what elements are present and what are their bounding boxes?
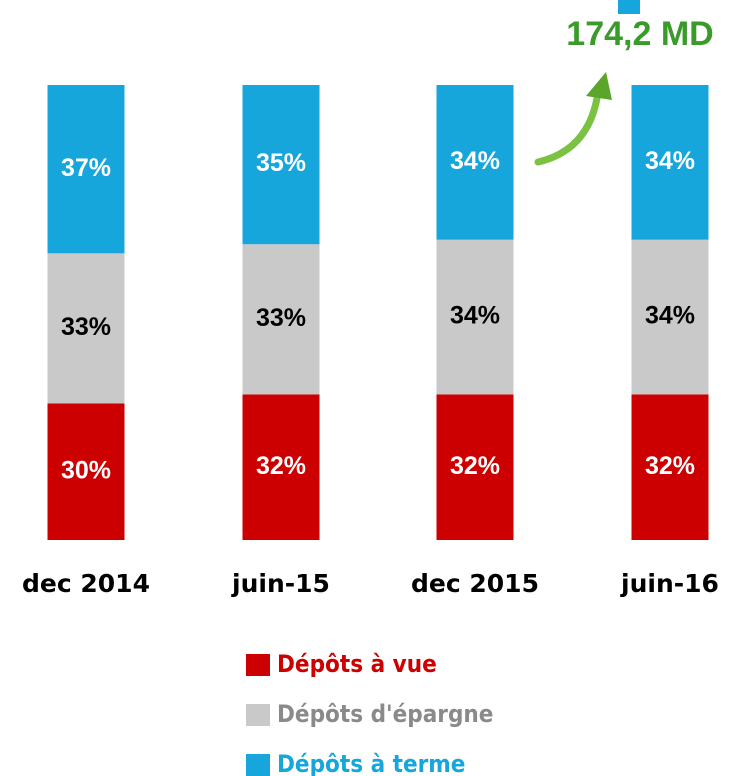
legend-label: Dépôts à terme	[277, 750, 465, 776]
x-tick-label: juin-16	[620, 569, 719, 598]
bar-segment	[436, 394, 514, 540]
bar-segment	[631, 239, 709, 395]
bar-segment	[436, 239, 514, 395]
bar-segment	[242, 394, 320, 540]
decoration	[618, 0, 640, 14]
value-label: 37%	[61, 154, 111, 182]
x-tick-label: dec 2015	[411, 569, 539, 598]
legend-swatch	[246, 704, 270, 726]
x-tick-label: dec 2014	[22, 569, 150, 598]
value-label: 33%	[61, 313, 111, 341]
value-label: 32%	[256, 452, 306, 480]
bar-segment	[631, 394, 709, 540]
value-label: 34%	[645, 147, 695, 175]
bar-segment	[47, 85, 125, 254]
legend-swatch	[246, 654, 270, 676]
value-label: 35%	[256, 149, 306, 177]
legend-label: Dépôts à vue	[277, 650, 437, 678]
growth-arrow-head	[586, 72, 612, 100]
value-label: 33%	[256, 304, 306, 332]
bar-segment	[631, 85, 709, 240]
value-label: 32%	[645, 452, 695, 480]
growth-arrow	[534, 88, 602, 166]
bar-segment	[242, 85, 320, 245]
bar-segment	[436, 85, 514, 240]
value-label: 32%	[450, 452, 500, 480]
value-label: 30%	[61, 456, 111, 484]
bar-segment	[47, 253, 125, 404]
x-tick-label: juin-15	[231, 569, 330, 598]
bar-segment	[47, 403, 125, 540]
legend-label: Dépôts d'épargne	[277, 700, 493, 728]
bar-segment	[242, 244, 320, 395]
value-label: 34%	[450, 302, 500, 330]
legend-swatch	[246, 754, 270, 776]
annotation: 174,2 MD	[566, 15, 713, 53]
value-label: 34%	[645, 302, 695, 330]
value-label: 34%	[450, 147, 500, 175]
